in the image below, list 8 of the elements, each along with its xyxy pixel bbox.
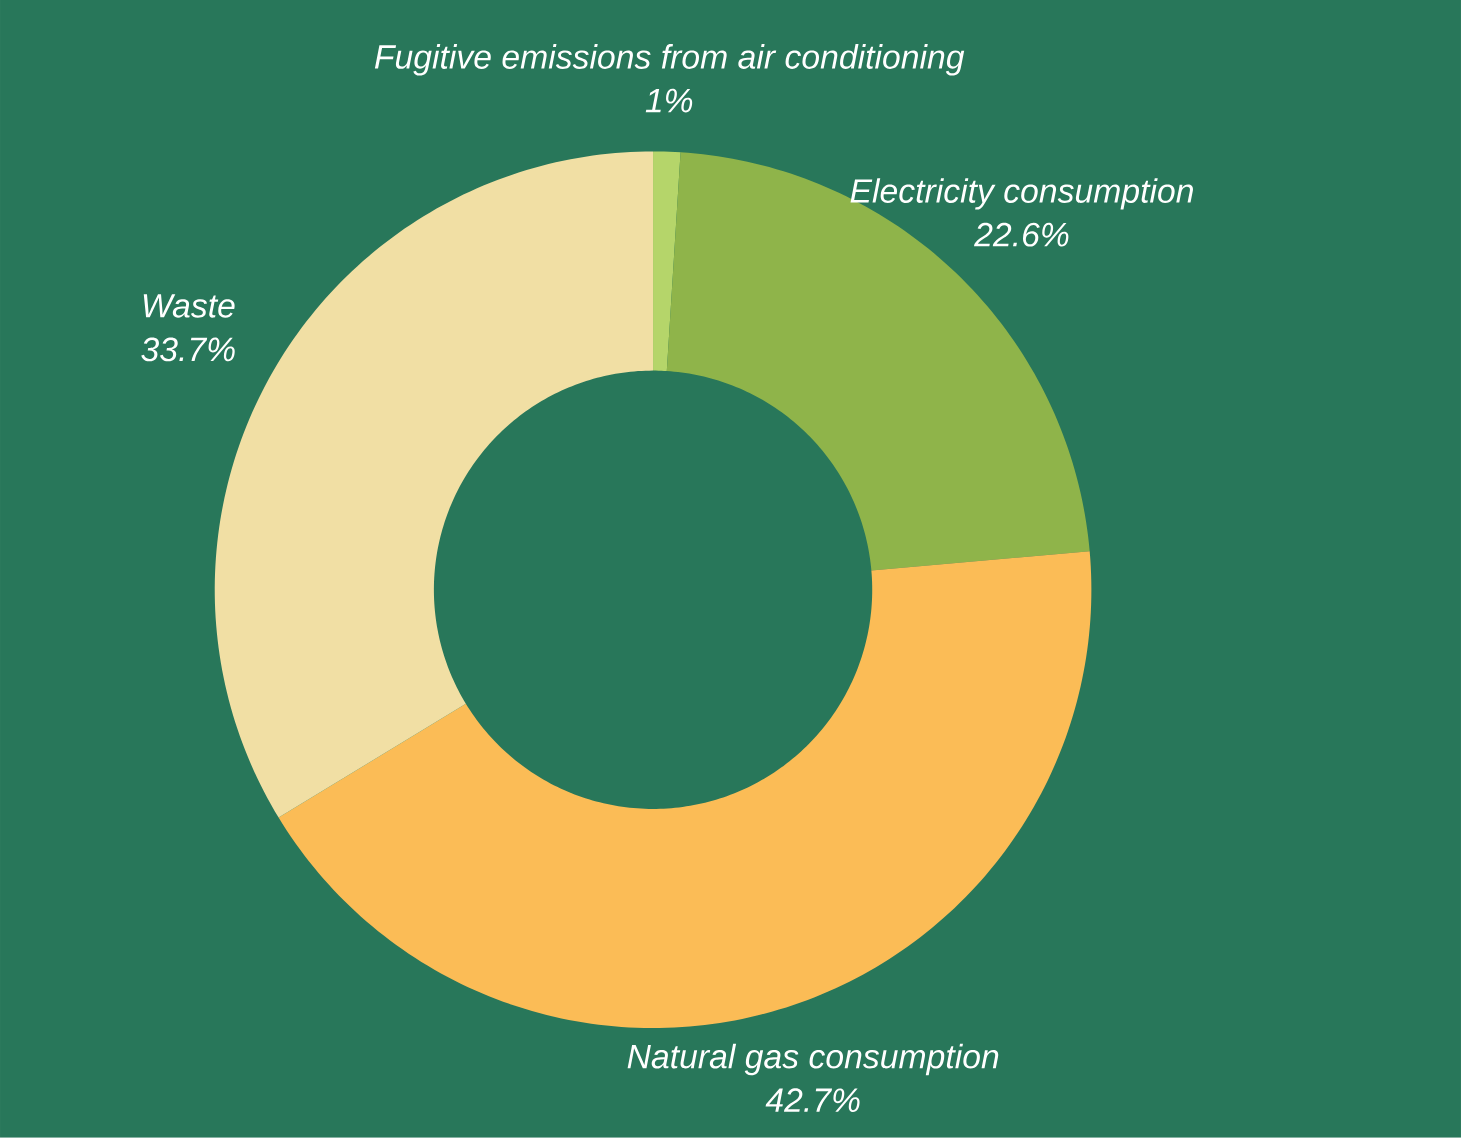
slice-label: Waste xyxy=(143,294,235,318)
slice-label: Fugitive emissions from air conditioning xyxy=(374,44,965,76)
data-label: 1% xyxy=(645,88,693,113)
slice-label: Natural gas consumption xyxy=(627,1043,999,1076)
slice-label: Electricity consumption xyxy=(850,178,1193,210)
data-label: 42.7% xyxy=(765,1088,860,1113)
data-label: 33.7% xyxy=(141,337,235,362)
data-label: 22.6% xyxy=(974,222,1069,247)
